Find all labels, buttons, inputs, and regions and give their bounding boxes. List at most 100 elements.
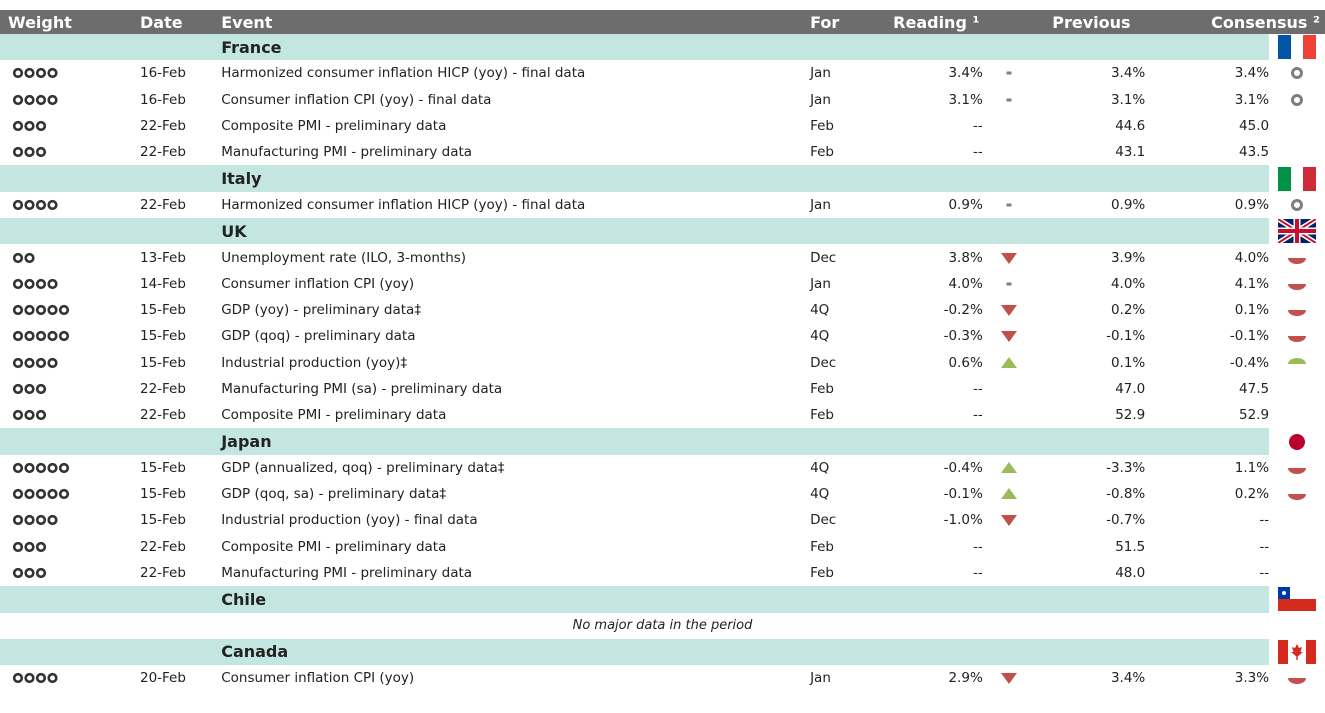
data-row: 15-Feb GDP (annualized, qoq) - preliminar…: [0, 455, 1325, 481]
previous: 52.9: [1115, 407, 1146, 424]
icon: [12, 120, 47, 132]
data-row: 22-Feb Composite PMI - preliminary data Fe…: [0, 402, 1325, 428]
trend-flat: [1006, 71, 1012, 75]
event: Harmonized consumer inflation HICP (yoy)…: [221, 196, 586, 213]
icon: [12, 462, 70, 473]
weight-dot: [47, 489, 58, 500]
flag-cell: [1269, 428, 1325, 455]
previous: 0.2%: [1110, 302, 1146, 319]
surprise-negative: [1288, 310, 1307, 317]
event: Consumer inflation CPI (yoy): [221, 275, 415, 292]
group-cell: [0, 165, 132, 192]
previous: -3.3%: [1106, 459, 1146, 476]
group-row: Japan: [0, 428, 1325, 455]
date: 15-Feb: [139, 328, 186, 345]
consensus: 0.9%: [1234, 196, 1270, 213]
flag-cell: [1269, 165, 1325, 192]
weight-dot: [12, 305, 24, 316]
surprise-cell: [1269, 139, 1325, 165]
consensus: 43.5: [1239, 144, 1270, 161]
previous: 51.5: [1115, 538, 1146, 555]
weight-dot: [35, 462, 47, 473]
icon: [12, 147, 47, 158]
group-row: France: [0, 34, 1325, 61]
reading: 4.0%: [948, 275, 983, 292]
trend-cell: [983, 192, 1036, 218]
group-title: France: [213, 34, 1270, 61]
trend-down: [1001, 252, 1018, 264]
weight-cell: [0, 139, 132, 165]
trend-cell: [983, 60, 1036, 86]
note-row: No major data in the period: [0, 613, 1325, 639]
reading: -0.2%: [943, 302, 983, 319]
weight-dot: [24, 410, 35, 421]
weight-dot: [24, 383, 35, 395]
period: Feb: [810, 144, 834, 161]
icon: [1288, 336, 1307, 343]
icon: [12, 278, 58, 289]
icon: [1001, 305, 1018, 317]
event: Manufacturing PMI - preliminary data: [221, 144, 473, 161]
consensus: 0.2%: [1234, 486, 1270, 503]
event: Consumer inflation CPI (yoy) - final dat…: [221, 91, 492, 108]
surprise-negative: [1288, 678, 1307, 685]
icon: [1001, 673, 1018, 685]
weight-cell: [0, 323, 132, 349]
weight-dot: [58, 489, 70, 500]
flag: [1276, 218, 1318, 245]
weight-dot: [35, 120, 47, 132]
trend-cell: [983, 376, 1036, 402]
date: 22-Feb: [139, 538, 186, 555]
weight-cell: [0, 60, 132, 86]
icon: [12, 199, 58, 211]
date: 22-Feb: [139, 118, 186, 135]
event: Composite PMI - preliminary data: [221, 118, 447, 135]
icon: [1291, 198, 1304, 211]
weight-cell: [0, 271, 132, 297]
previous: 0.1%: [1110, 354, 1146, 371]
group-cell: [131, 34, 214, 61]
previous: 43.1: [1115, 144, 1146, 161]
previous: -0.7%: [1106, 512, 1146, 529]
surprise-cell: [1269, 192, 1325, 218]
trend-cell: [983, 297, 1036, 323]
trend-cell: [983, 534, 1036, 560]
weight-cell: [0, 507, 132, 533]
icon: [1291, 93, 1304, 106]
trend-cell: [983, 455, 1036, 481]
period: Dec: [810, 512, 837, 529]
icon: [12, 331, 70, 342]
previous: 48.0: [1115, 565, 1146, 582]
event: Industrial production (yoy) - final data: [221, 512, 478, 529]
consensus: 45.0: [1239, 118, 1270, 135]
icon: [12, 673, 58, 684]
event: GDP (yoy) - preliminary data‡: [221, 302, 422, 319]
surprise-cell: [1269, 60, 1325, 86]
reading: 2.9%: [948, 670, 983, 687]
flag-cell: [1269, 638, 1325, 666]
icon: [1006, 203, 1012, 207]
date: 15-Feb: [139, 354, 186, 371]
weight-dot: [35, 357, 47, 368]
icon: [1288, 310, 1307, 317]
trend-up: [1001, 356, 1018, 368]
weight-cell: [0, 534, 132, 560]
surprise-neutral: [1291, 93, 1304, 106]
icon: [12, 541, 47, 552]
event: Harmonized consumer inflation HICP (yoy)…: [221, 65, 586, 82]
icon: [1006, 282, 1012, 286]
trend-up: [1001, 488, 1018, 500]
weight-dot: [12, 489, 24, 500]
icon: [1006, 98, 1012, 102]
flag: [1278, 587, 1317, 612]
header-row: Weight Date Event For Reading ¹ Previous Conse…: [0, 10, 1325, 34]
weight-dot: [24, 462, 35, 473]
icon: [12, 68, 58, 79]
icon: [1001, 331, 1018, 343]
weight-dot: [12, 673, 24, 684]
consensus: 4.1%: [1234, 275, 1270, 292]
weight-dot: [24, 278, 35, 289]
consensus: 0.1%: [1234, 302, 1270, 319]
weight-dot: [12, 357, 24, 368]
previous: 0.9%: [1110, 196, 1146, 213]
